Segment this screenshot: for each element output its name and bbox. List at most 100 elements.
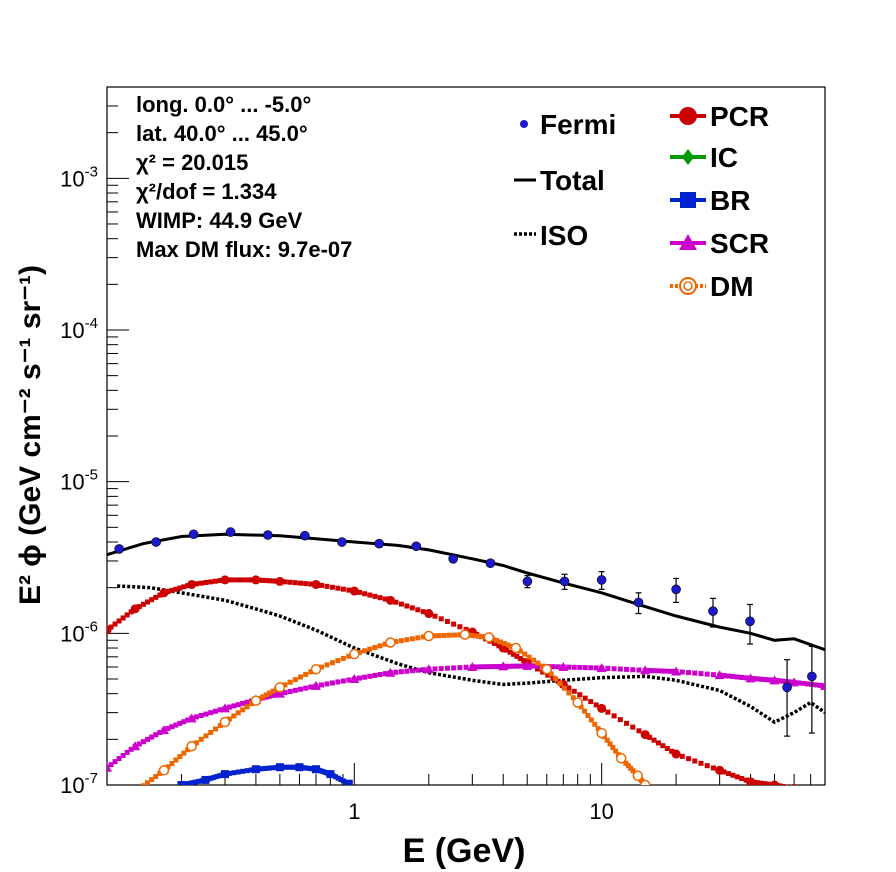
series-dot-br — [333, 774, 339, 780]
series-marker-br — [221, 770, 230, 779]
fermi-point — [188, 529, 199, 540]
series-dot-dm — [628, 765, 634, 771]
series-dot-scr — [804, 681, 810, 687]
y-tick-label: 10-7 — [60, 770, 98, 798]
series-marker-pcr — [220, 575, 230, 585]
series-marker-pcr — [671, 749, 681, 759]
series-dot-pcr — [292, 580, 298, 586]
series-dot-dm — [372, 644, 378, 650]
series-marker-scr — [640, 665, 651, 675]
series-dot-scr — [193, 714, 199, 720]
series-dot-pcr — [356, 589, 362, 595]
series-marker-dm — [632, 770, 644, 782]
series-dot-scr — [208, 710, 214, 716]
series-marker-scr — [671, 666, 682, 676]
legend-entry-fermi: Fermi — [520, 109, 616, 140]
series-marker-pcr — [770, 780, 780, 785]
series-dot-dm — [472, 633, 478, 639]
series-dot-dm — [553, 676, 559, 682]
series-dot-pcr — [491, 640, 497, 646]
series-dot-pcr — [298, 580, 304, 586]
series-dot-scr — [324, 681, 330, 687]
series-dot-scr — [743, 675, 749, 681]
series-marker-pcr — [159, 588, 169, 598]
series-dot-scr — [404, 668, 410, 674]
fermi-point — [448, 554, 458, 564]
fermi-point — [374, 538, 384, 549]
series-dot-scr — [698, 671, 704, 677]
series-dot-scr — [303, 685, 309, 691]
series-dot-pcr — [605, 709, 611, 715]
series-dot-pcr — [145, 599, 151, 605]
series-dot-pcr — [404, 603, 410, 609]
series-dot-pcr — [786, 784, 792, 785]
series-dot-scr — [478, 664, 484, 670]
series-dot-dm — [212, 726, 218, 732]
series-dot-scr — [356, 675, 362, 681]
series-dot-pcr — [725, 771, 731, 777]
series-marker-br — [326, 770, 335, 779]
series-dot-pcr — [108, 624, 114, 630]
series-dot-dm — [623, 760, 629, 766]
series-dot-scr — [287, 688, 293, 694]
series-dot-dm — [505, 642, 511, 648]
series-dot-scr — [124, 749, 130, 755]
series-dot-dm — [177, 754, 183, 760]
fermi-data-points — [114, 527, 817, 737]
series-marker-dm — [572, 697, 583, 708]
fermi-point — [522, 576, 533, 587]
fermi-point — [596, 575, 607, 585]
series-dot-pcr — [777, 783, 783, 785]
series-marker-scr — [220, 703, 231, 713]
series-dot-scr — [108, 762, 114, 768]
series-marker-br — [275, 763, 284, 772]
series-dot-pcr — [263, 578, 269, 584]
series-dot-pcr — [177, 585, 183, 591]
fermi-point — [225, 527, 236, 537]
series-dot-pcr — [545, 672, 551, 678]
series-dot-scr — [517, 663, 523, 669]
x-axis-title: E (GeV) — [403, 832, 526, 870]
legend-marker-br — [680, 192, 696, 208]
series-dot-dm — [318, 664, 324, 670]
series-dot-dm — [404, 637, 410, 643]
series-marker-dm — [510, 642, 522, 654]
series-dot-scr — [308, 684, 314, 690]
series-dot-pcr — [128, 609, 134, 615]
series-dot-scr — [463, 664, 469, 670]
series-dot-pcr — [577, 692, 583, 698]
series-marker-scr — [423, 664, 434, 674]
series-dot-dm — [585, 713, 591, 719]
series-dot-pcr — [169, 587, 175, 593]
series-dot-br — [267, 765, 273, 771]
series-marker-pcr — [385, 595, 395, 605]
legend-marker-scr — [679, 234, 697, 250]
series-dot-scr — [535, 663, 541, 669]
fermi-point — [151, 537, 161, 547]
series-dot-pcr — [660, 743, 666, 749]
series-marker-pcr — [791, 783, 798, 785]
series-dot-dm — [604, 737, 610, 743]
series-dot-pcr — [120, 615, 126, 621]
series-dot-scr — [487, 664, 493, 670]
fermi-point — [337, 537, 347, 547]
series-dot-pcr — [318, 582, 324, 588]
series-marker-scr — [498, 661, 509, 671]
series-dot-dm — [346, 653, 352, 659]
series-dot-scr — [692, 670, 698, 676]
series-marker-dm — [615, 753, 627, 764]
series-dot-scr — [382, 671, 388, 677]
fermi-point — [671, 584, 681, 595]
series-dot-pcr — [415, 607, 421, 613]
series-dot-scr — [786, 679, 792, 685]
series-dot-scr — [298, 686, 304, 692]
series-dot-scr — [415, 667, 421, 673]
data-series — [107, 532, 825, 785]
fit-info-block: long. 0.0° ... -5.0° lat. 40.0° ... 45.0… — [136, 92, 352, 262]
legend-entry-pcr: PCR — [670, 101, 769, 132]
series-marker-dm — [219, 716, 231, 728]
legend-entry-total: Total — [514, 165, 605, 196]
series-marker-scr — [558, 661, 569, 671]
series-marker-scr — [158, 725, 169, 735]
series-dot-scr — [432, 666, 438, 672]
